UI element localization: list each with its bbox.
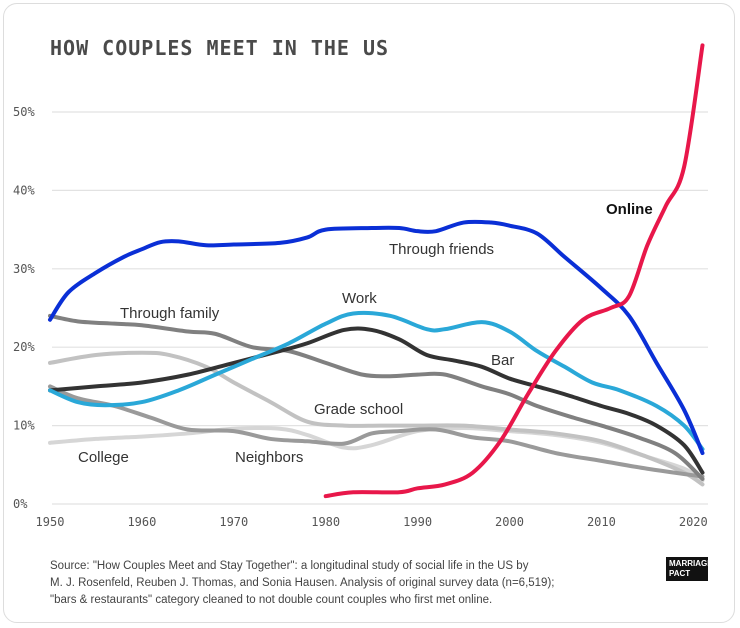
chart-title: HOW COUPLES MEET IN THE US: [50, 36, 390, 60]
series-line-grade-school: [48, 350, 705, 487]
series-line-neighbors: [48, 384, 705, 479]
series-label-through-family: Through family: [120, 305, 220, 322]
x-tick-label: 2010: [587, 515, 616, 529]
source-note: Source: "How Couples Meet and Stay Toget…: [50, 558, 650, 609]
series-label-college: College: [78, 449, 129, 466]
series-label-work: Work: [342, 290, 377, 307]
series-label-online: Online: [606, 201, 653, 218]
source-line-1: Source: "How Couples Meet and Stay Toget…: [50, 560, 529, 572]
marriage-pact-logo: MARRIAGE PACT: [666, 557, 713, 581]
series-line-through-friends: [48, 219, 705, 456]
source-line-3: "bars & restaurants" category cleaned to…: [50, 594, 493, 606]
y-tick-label: 50%: [13, 105, 35, 119]
x-tick-label: 2000: [495, 515, 524, 529]
series-label-through-friends: Through friends: [389, 241, 494, 258]
series-label-neighbors: Neighbors: [235, 449, 303, 466]
y-tick-label: 30%: [13, 262, 35, 276]
source-line-2: M. J. Rosenfeld, Reuben J. Thomas, and S…: [50, 577, 555, 589]
series-line-online: [323, 43, 705, 499]
series-line-through-family: [48, 313, 705, 481]
series-label-grade-school: Grade school: [314, 401, 403, 418]
x-tick-label: 1980: [311, 515, 340, 529]
y-tick-label: 10%: [13, 419, 35, 433]
x-tick-label: 1950: [36, 515, 65, 529]
y-tick-label: 20%: [13, 340, 35, 354]
y-tick-label: 0%: [13, 497, 28, 511]
series-line-college: [48, 425, 705, 483]
series-label-bar: Bar: [491, 352, 514, 369]
series-line-bar: [48, 326, 705, 475]
x-tick-label: 1960: [127, 515, 156, 529]
x-tick-label: 2020: [679, 515, 708, 529]
y-tick-label: 40%: [13, 183, 35, 197]
x-tick-label: 1990: [403, 515, 432, 529]
x-tick-label: 1970: [219, 515, 248, 529]
series-line-work: [48, 310, 705, 452]
